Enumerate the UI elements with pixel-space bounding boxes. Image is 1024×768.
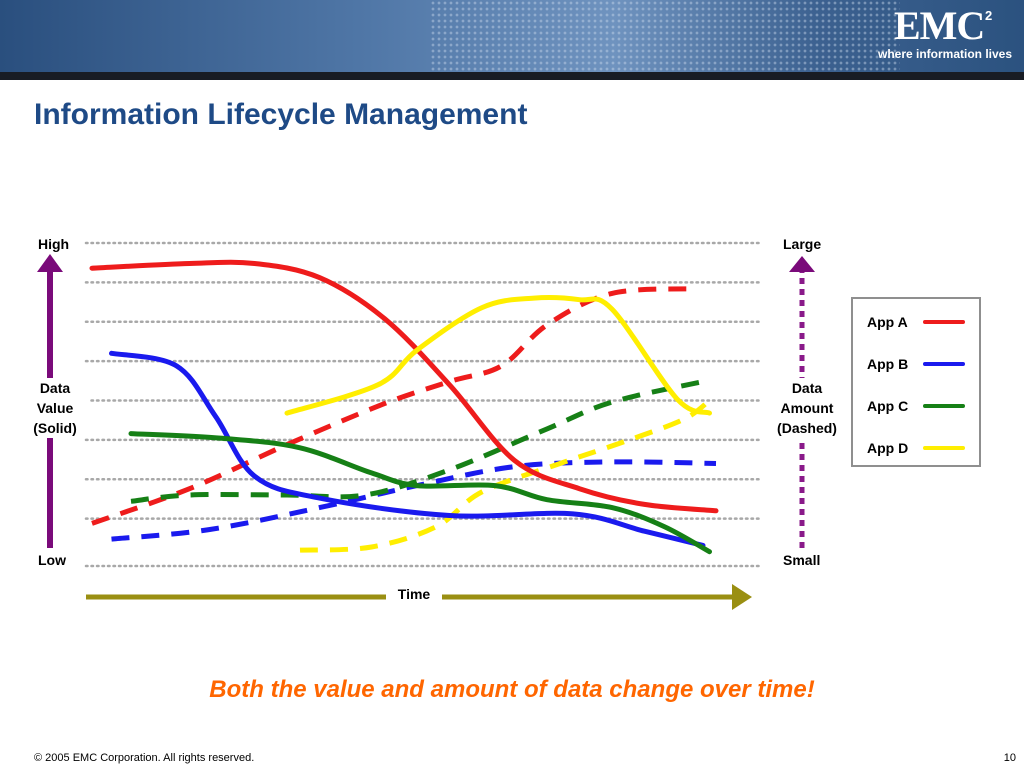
time-axis-arrowhead [732,584,752,610]
legend-label: App A [867,314,908,330]
legend-label: App C [867,398,909,414]
left-axis-top-label: High [38,236,70,252]
right-axis-arrowhead [789,256,815,272]
series-app-d-amount-dashed-line [299,398,712,553]
right-axis-title: Data Amount (Dashed) [765,378,849,438]
series-app-b-value-solid-line [109,350,706,548]
emc-tagline: where information lives [878,47,1013,61]
series-app-d-value-solid-line [284,295,712,416]
chart-axes [37,254,815,610]
slide-title: Information Lifecycle Management [34,98,528,131]
left-axis-title: Data Value (Solid) [20,378,90,438]
legend-swatch [923,362,965,366]
legend-label: App D [867,440,909,456]
series-app-c-amount-dashed-line [130,379,704,504]
series-app-a-value-solid-line [89,259,719,514]
chart-legend: App A App B App C App D [851,297,981,467]
right-axis-bottom-label: Small [783,552,821,568]
left-axis-bottom-label: Low [38,552,66,568]
legend-item-app-c: App C [853,397,979,417]
legend-swatch [923,446,965,450]
x-axis-label: Time [386,586,442,602]
left-axis-title-line: (Solid) [33,420,77,436]
legend-item-app-d: App D [853,439,979,459]
right-axis-title-line: (Dashed) [777,420,837,436]
page-number: 10 [1003,752,1016,764]
chart-gridlines [84,241,762,568]
header-banner: EMC 2 where information lives [0,0,1024,72]
right-axis-title-line: Amount [780,400,834,416]
right-axis-title-line: Data [791,380,823,396]
footer-copyright: © 2005 EMC Corporation. All rights reser… [34,752,255,764]
legend-swatch [923,320,965,324]
emc-logo-superscript: 2 [985,8,993,23]
legend-swatch [923,404,965,408]
header-divider [0,72,1024,80]
emc-logo: EMC [894,3,985,48]
legend-item-app-b: App B [853,355,979,375]
right-axis-top-label: Large [783,236,822,252]
legend-label: App B [867,356,909,372]
left-axis-title-line: Data [39,380,71,396]
chart-series [89,259,719,555]
banner-world-map-pattern [430,0,900,72]
slide-caption: Both the value and amount of data change… [209,676,815,703]
series-app-c-value-solid-line [128,431,712,555]
left-axis-arrowhead [37,254,63,272]
legend-item-app-a: App A [853,313,979,333]
left-axis-title-line: Value [36,400,74,416]
